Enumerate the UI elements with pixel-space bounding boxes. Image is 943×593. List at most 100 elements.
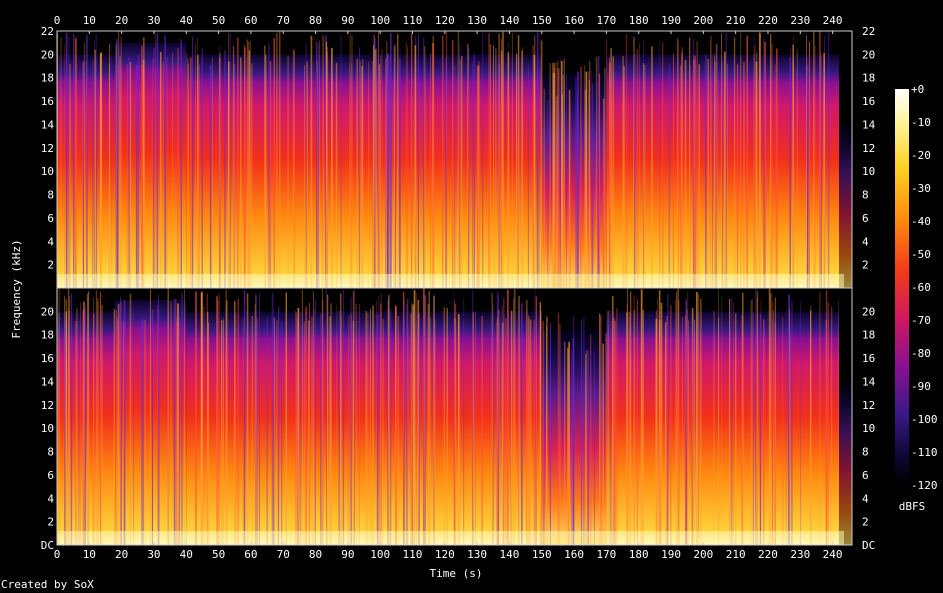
transient-streak bbox=[348, 315, 350, 545]
transient-streak bbox=[292, 49, 295, 289]
segment-loud bbox=[606, 54, 840, 289]
transient-streak bbox=[796, 49, 798, 289]
transient-streak bbox=[201, 291, 203, 545]
y-tick-label-left: 12 bbox=[41, 142, 54, 155]
transient-streak bbox=[609, 58, 610, 288]
transient-streak bbox=[626, 312, 628, 545]
y-tick-label-left: 6 bbox=[47, 212, 54, 225]
transient-streak bbox=[187, 63, 189, 288]
transient-streak bbox=[806, 35, 807, 288]
transient-streak bbox=[216, 295, 218, 545]
transient-streak bbox=[84, 307, 86, 545]
transient-streak bbox=[115, 44, 117, 289]
transient-streak bbox=[505, 318, 507, 545]
transient-streak bbox=[243, 290, 246, 545]
segment-fade bbox=[839, 381, 852, 545]
transient-streak bbox=[424, 46, 426, 289]
transient-streak bbox=[76, 307, 78, 545]
transient-streak bbox=[567, 347, 569, 545]
transient-streak bbox=[416, 292, 417, 545]
x-tick-label-bottom: 80 bbox=[309, 548, 322, 561]
transient-streak bbox=[810, 310, 812, 545]
x-tick-label-top: 0 bbox=[54, 14, 61, 27]
transient-streak bbox=[667, 294, 669, 545]
transient-streak bbox=[423, 37, 425, 289]
transient-streak bbox=[755, 61, 758, 288]
transient-streak bbox=[316, 41, 318, 288]
transient-streak bbox=[557, 313, 560, 545]
transient-streak bbox=[633, 310, 636, 545]
transient-streak bbox=[342, 290, 345, 545]
transient-streak bbox=[417, 299, 420, 545]
transient-streak bbox=[698, 294, 700, 545]
transient-streak bbox=[123, 321, 125, 545]
transient-streak bbox=[67, 288, 70, 545]
transient-streak bbox=[572, 338, 575, 545]
transient-streak bbox=[70, 293, 73, 545]
transient-streak bbox=[120, 296, 121, 545]
x-tick-label-bottom: 140 bbox=[500, 548, 520, 561]
transient-streak bbox=[733, 37, 736, 288]
transient-streak bbox=[493, 45, 494, 289]
transient-streak bbox=[144, 319, 146, 545]
transient-streak bbox=[192, 36, 194, 289]
transient-streak bbox=[356, 58, 358, 288]
x-tick-label-top: 190 bbox=[661, 14, 681, 27]
transient-streak bbox=[721, 33, 722, 288]
x-tick-label-top: 150 bbox=[532, 14, 552, 27]
transient-streak bbox=[358, 47, 360, 289]
transient-streak bbox=[117, 303, 120, 545]
transient-streak bbox=[502, 322, 504, 545]
transient-streak bbox=[610, 320, 612, 545]
transient-streak bbox=[756, 291, 759, 545]
transient-streak bbox=[673, 53, 674, 289]
transient-streak bbox=[742, 292, 744, 545]
transient-streak bbox=[209, 65, 212, 288]
transient-streak bbox=[430, 317, 431, 545]
transient-streak bbox=[410, 313, 413, 545]
transient-streak bbox=[630, 291, 632, 545]
transient-streak bbox=[543, 330, 545, 545]
transient-streak bbox=[273, 317, 275, 545]
transient-streak bbox=[659, 39, 661, 288]
transient-streak bbox=[251, 63, 253, 289]
transient-streak bbox=[622, 55, 624, 289]
transient-streak bbox=[180, 39, 182, 288]
transient-streak bbox=[141, 318, 143, 545]
transient-streak bbox=[350, 297, 352, 545]
transient-streak bbox=[225, 300, 228, 545]
x-tick-label-top: 20 bbox=[115, 14, 128, 27]
transient-streak bbox=[316, 43, 318, 288]
colorbar-tick-label: -40 bbox=[911, 215, 931, 228]
transient-streak bbox=[670, 305, 672, 545]
transient-streak bbox=[277, 306, 280, 545]
channel-1 bbox=[57, 31, 852, 289]
transient-streak bbox=[246, 39, 249, 288]
transient-streak bbox=[338, 310, 340, 545]
x-tick-label-top: 90 bbox=[341, 14, 354, 27]
transient-streak bbox=[535, 296, 537, 545]
colorbar-tick-label: -100 bbox=[911, 413, 938, 426]
transient-streak bbox=[219, 45, 221, 288]
transient-streak bbox=[753, 45, 756, 289]
transient-streak bbox=[222, 317, 224, 545]
transient-streak bbox=[594, 351, 595, 545]
transient-streak bbox=[733, 303, 734, 545]
y-tick-label-right: 10 bbox=[862, 165, 875, 178]
transient-streak bbox=[700, 299, 702, 545]
transient-streak bbox=[208, 322, 209, 545]
x-tick-label-bottom: 100 bbox=[370, 548, 390, 561]
transient-streak bbox=[752, 313, 754, 545]
transient-streak bbox=[166, 57, 168, 288]
transient-streak bbox=[610, 48, 612, 289]
x-tick-label-top: 10 bbox=[83, 14, 96, 27]
spectrogram-plot-area bbox=[57, 31, 852, 545]
transient-streak bbox=[319, 40, 320, 288]
transient-streak bbox=[197, 54, 199, 289]
transient-streak bbox=[326, 294, 329, 545]
y-tick-label-right: 8 bbox=[862, 189, 869, 202]
transient-streak bbox=[628, 311, 631, 545]
transient-streak bbox=[115, 39, 118, 288]
colorbar-tick-label: +0 bbox=[911, 83, 924, 96]
transient-streak bbox=[195, 291, 197, 545]
